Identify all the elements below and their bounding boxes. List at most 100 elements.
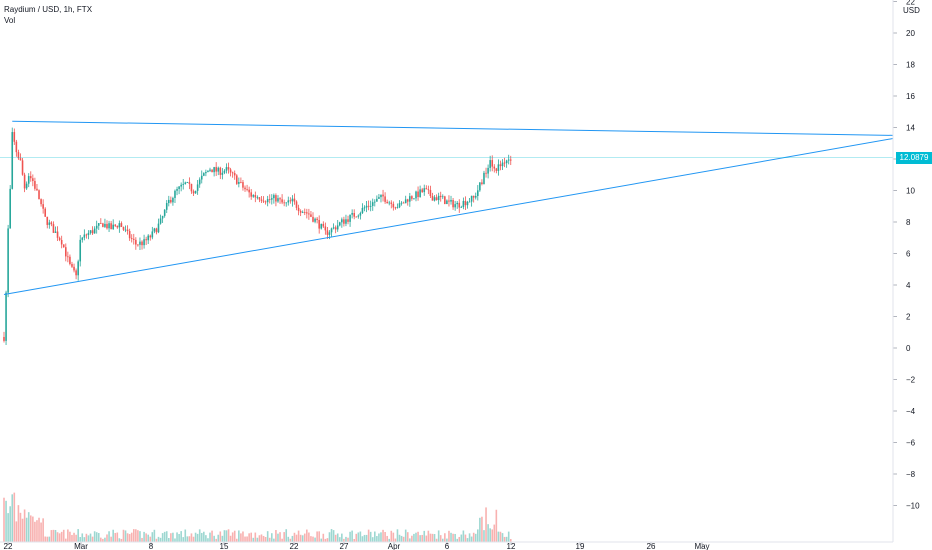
candle-body bbox=[48, 222, 51, 225]
candle-body bbox=[67, 256, 69, 258]
volume-bar bbox=[310, 536, 312, 542]
volume-bar bbox=[217, 534, 220, 542]
candle-body bbox=[411, 196, 413, 199]
candle-body bbox=[460, 206, 463, 208]
volume-bar bbox=[3, 497, 5, 542]
volume-bar bbox=[351, 530, 353, 542]
volume-bar bbox=[104, 537, 106, 542]
volume-bar bbox=[65, 538, 67, 542]
volume-bar bbox=[215, 538, 217, 542]
volume-bar bbox=[38, 517, 40, 542]
volume-bar bbox=[279, 532, 281, 542]
volume-bar bbox=[388, 538, 391, 542]
candle-body bbox=[481, 182, 483, 184]
volume-bar bbox=[303, 533, 306, 542]
candle-body bbox=[40, 199, 42, 205]
volume-bar bbox=[139, 531, 141, 542]
volume-bar bbox=[299, 534, 302, 542]
candle-body bbox=[324, 226, 327, 231]
x-tick-label: 22 bbox=[4, 542, 13, 550]
y-tick-label: 0 bbox=[906, 344, 911, 353]
candle-body bbox=[110, 223, 112, 230]
volume-bar bbox=[338, 537, 341, 542]
volume-bar bbox=[369, 531, 372, 542]
candle-body bbox=[470, 195, 473, 202]
volume-bar bbox=[444, 533, 446, 542]
volume-bar bbox=[318, 531, 320, 542]
candle-body bbox=[509, 159, 512, 161]
candle-body bbox=[369, 205, 372, 207]
candle-body bbox=[479, 182, 481, 191]
volume-bar bbox=[120, 538, 123, 542]
candle-body bbox=[178, 186, 180, 189]
volume-bar bbox=[483, 530, 485, 542]
volume-bar bbox=[493, 524, 496, 542]
candle-body bbox=[277, 198, 279, 202]
candle-body bbox=[505, 160, 508, 164]
volume-bar bbox=[421, 534, 423, 542]
candle-body bbox=[271, 198, 273, 200]
volume-bars bbox=[3, 492, 512, 542]
volume-bar bbox=[415, 532, 417, 542]
candle-body bbox=[231, 172, 234, 174]
candle-body bbox=[229, 169, 232, 173]
volume-bar bbox=[505, 536, 508, 542]
candle-body bbox=[11, 132, 14, 189]
volume-bar bbox=[9, 506, 11, 542]
candle-body bbox=[477, 190, 479, 196]
candle-body bbox=[73, 266, 75, 271]
volume-bar bbox=[285, 529, 288, 542]
volume-bar bbox=[159, 537, 162, 542]
candle-body bbox=[314, 218, 316, 222]
candle-body bbox=[431, 196, 434, 201]
candle-body bbox=[126, 229, 129, 231]
volume-bar bbox=[48, 536, 51, 542]
candle-body bbox=[168, 199, 170, 204]
volume-bar bbox=[178, 533, 180, 542]
candle-body bbox=[404, 199, 407, 204]
volume-bar bbox=[190, 533, 193, 542]
candle-body bbox=[306, 212, 308, 214]
volume-bar bbox=[489, 528, 491, 542]
candle-body bbox=[390, 202, 393, 204]
x-tick-label: 8 bbox=[149, 542, 154, 550]
volume-label[interactable]: Vol bbox=[4, 16, 16, 25]
symbol-title[interactable]: Raydium / USD, 1h, FTX bbox=[4, 5, 93, 14]
volume-bar bbox=[503, 536, 506, 542]
candle-body bbox=[100, 223, 102, 224]
volume-bar bbox=[456, 538, 458, 542]
volume-bar bbox=[5, 500, 7, 542]
y-tick-label: 6 bbox=[906, 250, 911, 259]
volume-bar bbox=[27, 512, 30, 542]
candle-body bbox=[382, 194, 384, 197]
volume-bar bbox=[174, 538, 176, 542]
candle-body bbox=[435, 197, 438, 201]
candle-body bbox=[46, 216, 49, 225]
candle-body bbox=[338, 222, 341, 226]
candle-body bbox=[501, 162, 504, 167]
volume-bar bbox=[168, 537, 170, 542]
candle-body bbox=[409, 196, 411, 202]
candle-body bbox=[60, 239, 63, 245]
candle-body bbox=[108, 223, 110, 229]
candle-body bbox=[215, 167, 217, 172]
volume-bar bbox=[163, 531, 166, 542]
volume-bar bbox=[11, 494, 14, 542]
volume-bar bbox=[411, 535, 413, 542]
volume-bar bbox=[124, 530, 127, 542]
y-tick-label: 8 bbox=[906, 218, 911, 227]
volume-bar bbox=[277, 533, 279, 542]
x-tick-label: Mar bbox=[74, 542, 88, 550]
volume-bar bbox=[240, 533, 242, 542]
candle-body bbox=[299, 210, 302, 213]
volume-bar bbox=[233, 530, 236, 542]
volume-bar bbox=[295, 534, 298, 542]
candle-body bbox=[485, 172, 487, 174]
volume-bar bbox=[246, 536, 248, 542]
candle-body bbox=[281, 199, 283, 203]
volume-bar bbox=[336, 533, 339, 542]
volume-bar bbox=[110, 536, 112, 542]
candle-body bbox=[97, 223, 100, 226]
candle-body bbox=[468, 201, 471, 203]
